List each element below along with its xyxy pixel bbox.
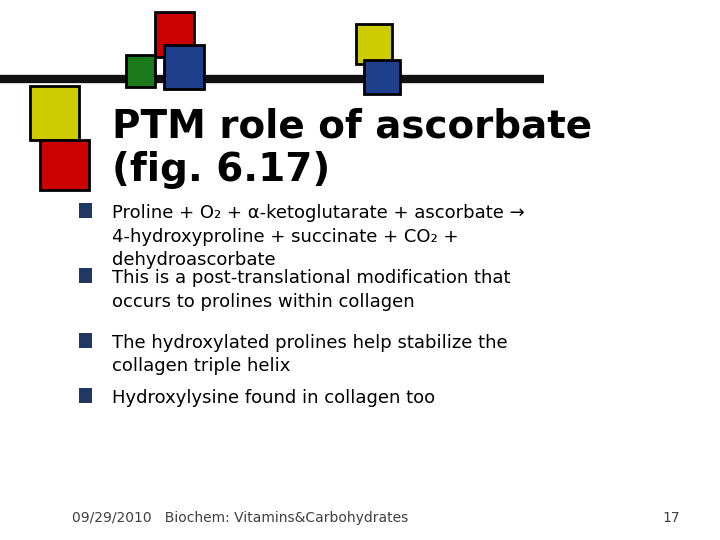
Bar [79, 333, 92, 348]
Text: 17: 17 [662, 511, 680, 525]
Text: The hydroxylated prolines help stabilize the
collagen triple helix: The hydroxylated prolines help stabilize… [112, 334, 507, 375]
Bar [40, 140, 89, 190]
Text: PTM role of ascorbate: PTM role of ascorbate [112, 108, 592, 146]
Bar [79, 268, 92, 283]
Text: 09/29/2010   Biochem: Vitamins&Carbohydrates: 09/29/2010 Biochem: Vitamins&Carbohydrat… [72, 511, 408, 525]
Text: Proline + O₂ + α-ketoglutarate + ascorbate →
4-hydroxyproline + succinate + CO₂ : Proline + O₂ + α-ketoglutarate + ascorba… [112, 204, 524, 269]
Bar [30, 86, 79, 140]
Bar [356, 24, 392, 64]
Text: (fig. 6.17): (fig. 6.17) [112, 151, 330, 189]
Bar [364, 60, 400, 94]
Text: Hydroxylysine found in collagen too: Hydroxylysine found in collagen too [112, 389, 435, 407]
Text: This is a post-translational modification that
occurs to prolines within collage: This is a post-translational modificatio… [112, 269, 510, 310]
Bar [126, 55, 155, 87]
Bar [79, 203, 92, 218]
Bar [164, 45, 204, 89]
Bar [79, 388, 92, 403]
Bar [155, 12, 194, 57]
